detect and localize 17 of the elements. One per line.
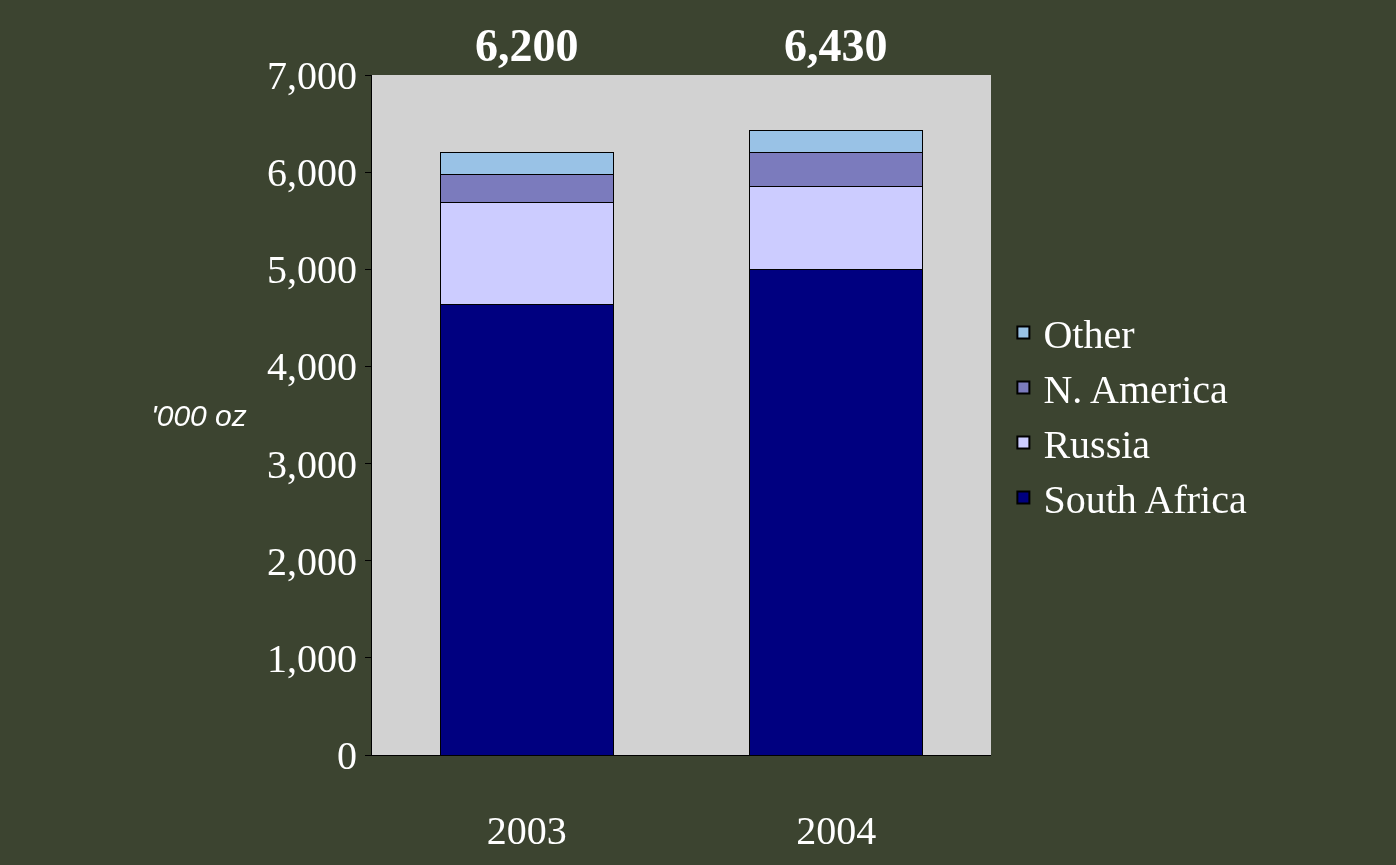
legend-label: South Africa <box>1043 477 1247 523</box>
x-tick-label: 2003 <box>486 808 567 853</box>
legend-label: Other <box>1043 312 1135 358</box>
legend-label: N. America <box>1043 367 1228 413</box>
x-tick-label: 2004 <box>796 808 877 853</box>
y-tick-label: 1,000 <box>267 635 357 681</box>
y-tick-label: 4,000 <box>267 344 357 390</box>
legend-label: Russia <box>1043 422 1151 468</box>
y-tick-label: 6,000 <box>267 150 357 196</box>
y-tick-label: 3,000 <box>267 441 357 487</box>
y-tick-label: 2,000 <box>267 538 357 584</box>
y-tick-label: 0 <box>337 733 357 778</box>
y-tick-label: 7,000 <box>267 53 357 98</box>
total-label: 6,200 <box>475 20 579 71</box>
total-label: 6,430 <box>784 20 888 71</box>
y-axis-title: '000 oz <box>151 399 247 432</box>
y-tick-label: 5,000 <box>267 247 357 293</box>
